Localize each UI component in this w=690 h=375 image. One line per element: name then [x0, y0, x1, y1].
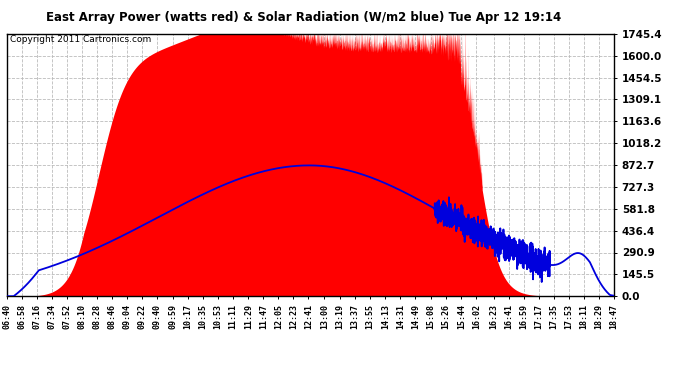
Text: East Array Power (watts red) & Solar Radiation (W/m2 blue) Tue Apr 12 19:14: East Array Power (watts red) & Solar Rad…	[46, 11, 561, 24]
Text: Copyright 2011 Cartronics.com: Copyright 2011 Cartronics.com	[10, 35, 151, 44]
